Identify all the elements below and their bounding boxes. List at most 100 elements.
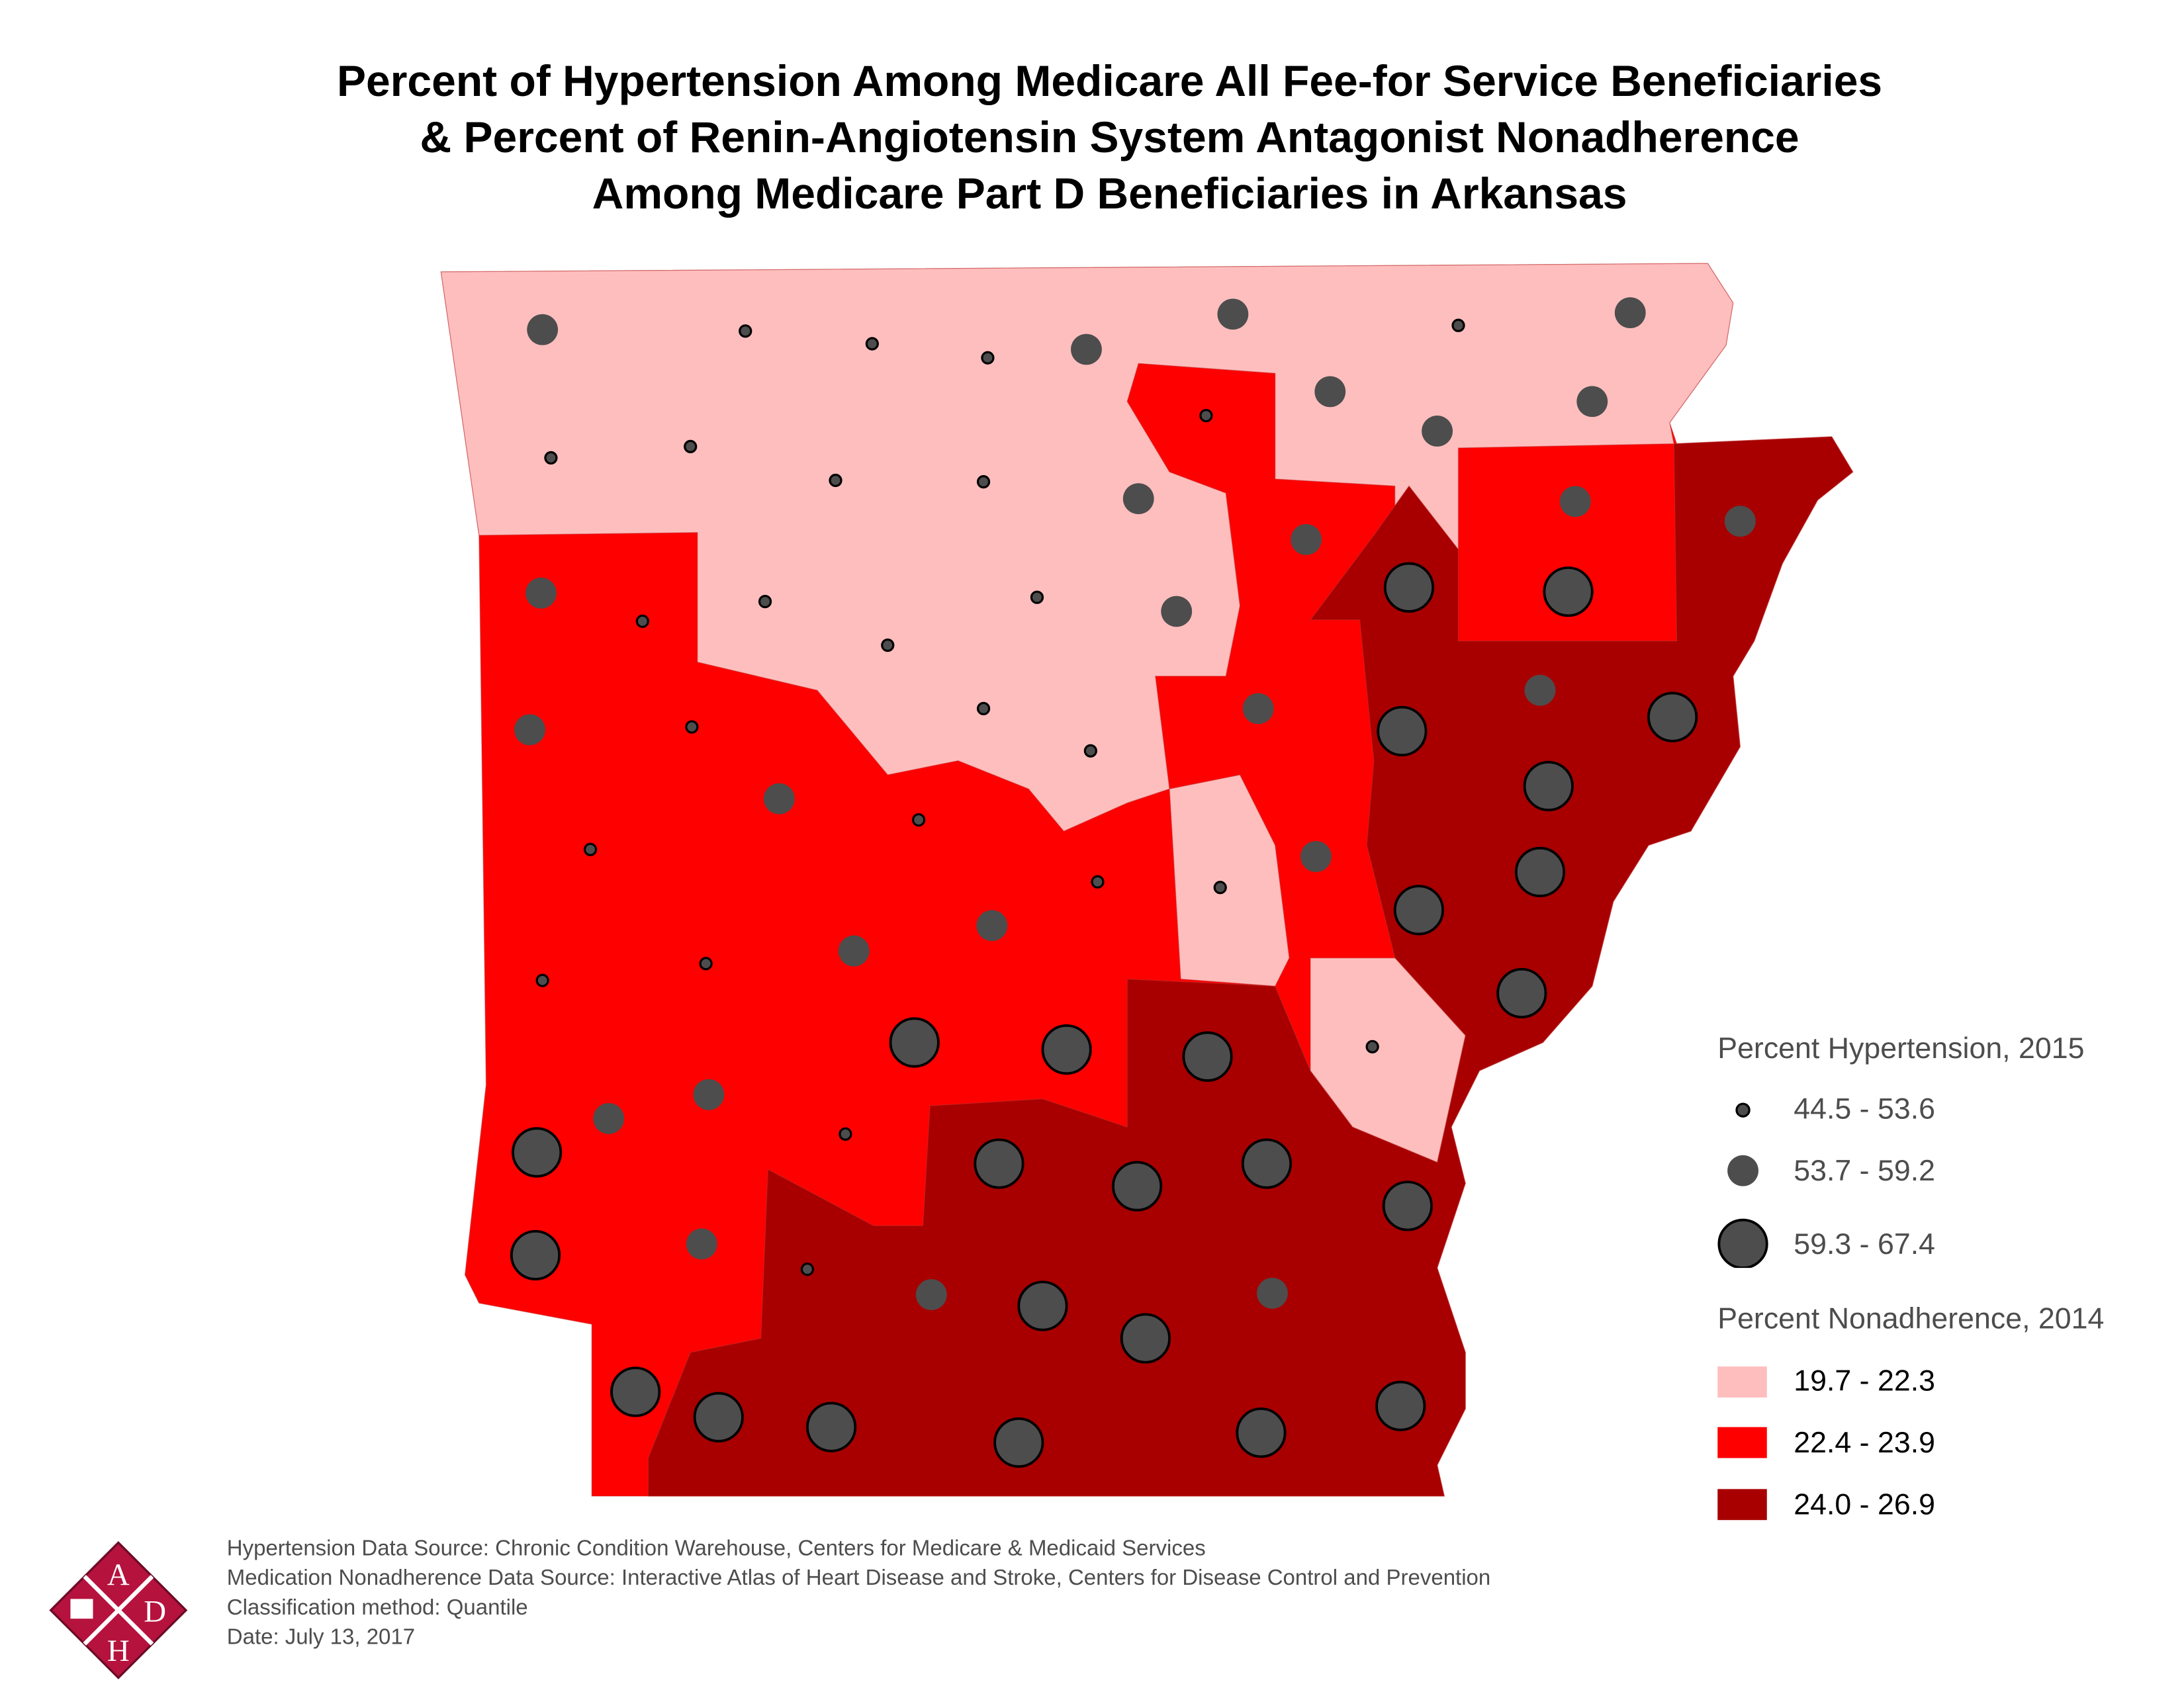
county-marker-large: [512, 1127, 563, 1178]
footer-nonadherence-source: Medication Nonadherence Data Source: Int…: [226, 1566, 1491, 1591]
legend-swatch-low: [1717, 1366, 1767, 1398]
region-low-nonadherence-north: [440, 263, 1734, 832]
county-marker-small: [976, 475, 991, 489]
county-marker-medium: [686, 1228, 717, 1260]
region-low-nonadherence-southeast: [1310, 957, 1466, 1163]
county-marker-large: [1377, 705, 1428, 757]
legend-nonadherence-class-1: 19.7 - 22.3: [1794, 1365, 1935, 1398]
county-marker-large: [610, 1366, 661, 1417]
legend-circle-large: [1717, 1218, 1768, 1268]
county-marker-large: [1543, 566, 1594, 617]
county-marker-small: [981, 351, 995, 365]
legend-nonadherence-class-3: 24.0 - 26.9: [1794, 1489, 1935, 1522]
county-marker-medium: [838, 935, 870, 967]
county-marker-large: [993, 1417, 1044, 1468]
county-marker-medium: [1314, 376, 1346, 408]
county-marker-small: [758, 594, 772, 609]
county-marker-medium: [593, 1103, 625, 1134]
county-marker-large: [1017, 1280, 1068, 1331]
county-marker-small: [1091, 875, 1105, 889]
county-marker-small: [544, 451, 558, 465]
svg-text:H: H: [107, 1634, 130, 1668]
legend-circle-medium: [1727, 1155, 1758, 1186]
county-marker-medium: [1422, 416, 1453, 447]
footer-date: Date: July 13, 2017: [226, 1625, 416, 1650]
county-marker-medium: [1576, 386, 1608, 418]
legend-hypertension-class-3: 59.3 - 67.4: [1794, 1228, 1935, 1261]
county-marker-small: [699, 957, 713, 971]
county-marker-small: [1030, 590, 1044, 604]
county-marker-large: [974, 1138, 1024, 1189]
legend-hypertension-title: Percent Hypertension, 2015: [1717, 1032, 2085, 1065]
region-high-nonadherence-east: [647, 436, 1854, 1497]
adh-logo: A D H: [49, 1540, 188, 1679]
county-marker-small: [865, 337, 879, 351]
county-marker-small: [800, 1263, 815, 1276]
county-marker-medium: [693, 1079, 725, 1110]
county-marker-small: [839, 1127, 852, 1141]
county-marker-small: [635, 614, 649, 629]
legend-swatch-high: [1717, 1489, 1767, 1521]
county-marker-medium: [1257, 1278, 1288, 1309]
county-marker-small: [976, 701, 991, 715]
county-marker-large: [1393, 885, 1445, 936]
svg-text:A: A: [107, 1558, 130, 1592]
county-marker-medium: [1122, 483, 1154, 515]
legend-nonadherence-class-2: 22.4 - 23.9: [1794, 1427, 1935, 1460]
county-marker-medium: [1161, 596, 1193, 627]
title-line-1: Percent of Hypertension Among Medicare A…: [336, 56, 1883, 106]
county-marker-small: [1083, 744, 1097, 758]
title-line-3: Among Medicare Part D Beneficiaries in A…: [592, 169, 1627, 218]
county-marker-medium: [1242, 693, 1274, 725]
county-marker-large: [1523, 760, 1574, 812]
county-marker-large: [1120, 1313, 1171, 1364]
county-marker-large: [510, 1229, 561, 1281]
legend-hypertension-class-2: 53.7 - 59.2: [1794, 1155, 1935, 1188]
county-marker-small: [881, 638, 895, 652]
county-marker-large: [1382, 1180, 1433, 1231]
county-marker-large: [1383, 562, 1435, 613]
county-marker-medium: [1524, 674, 1556, 706]
county-marker-medium: [514, 714, 545, 746]
county-marker-large: [1111, 1161, 1163, 1212]
county-marker-large: [693, 1392, 744, 1443]
svg-text:D: D: [144, 1594, 166, 1628]
legend-hypertension-symbols: [1717, 1102, 1768, 1268]
county-marker-small: [535, 973, 549, 987]
county-marker-large: [1514, 846, 1566, 897]
county-marker-large: [1647, 691, 1698, 742]
county-marker-large: [1496, 967, 1547, 1019]
county-marker-large: [889, 1017, 940, 1068]
footer-hypertension-source: Hypertension Data Source: Chronic Condit…: [226, 1536, 1206, 1561]
county-marker-medium: [976, 910, 1008, 942]
county-marker-medium: [1217, 298, 1249, 330]
county-marker-medium: [1071, 333, 1102, 365]
map-title: Percent of Hypertension Among Medicare A…: [0, 54, 2184, 222]
county-marker-small: [829, 473, 842, 488]
county-marker-small: [1365, 1040, 1379, 1053]
county-marker-medium: [763, 783, 795, 815]
county-marker-small: [583, 842, 598, 856]
county-marker-small: [1451, 318, 1465, 332]
legend-swatch-mid: [1717, 1427, 1767, 1458]
county-marker-small: [1199, 408, 1213, 423]
county-marker-medium: [1724, 506, 1756, 537]
county-marker-large: [1241, 1138, 1293, 1189]
legend-hypertension-class-1: 44.5 - 53.6: [1794, 1093, 1935, 1126]
county-marker-medium: [1300, 841, 1332, 872]
county-marker-medium: [1614, 297, 1646, 329]
legend-nonadherence-title: Percent Nonadherence, 2014: [1717, 1303, 2105, 1336]
county-marker-large: [1375, 1380, 1426, 1431]
county-marker-small: [685, 720, 699, 734]
county-marker-small: [1213, 881, 1227, 895]
region-low-nonadherence-central: [1169, 774, 1290, 987]
county-marker-large: [1041, 1024, 1092, 1075]
county-marker-medium: [527, 314, 559, 345]
county-marker-large: [1182, 1031, 1233, 1082]
county-marker-small: [684, 439, 698, 454]
county-marker-large: [806, 1401, 857, 1452]
footer-notes: Hypertension Data Source: Chronic Condit…: [227, 1534, 1491, 1652]
county-marker-medium: [1559, 486, 1591, 517]
